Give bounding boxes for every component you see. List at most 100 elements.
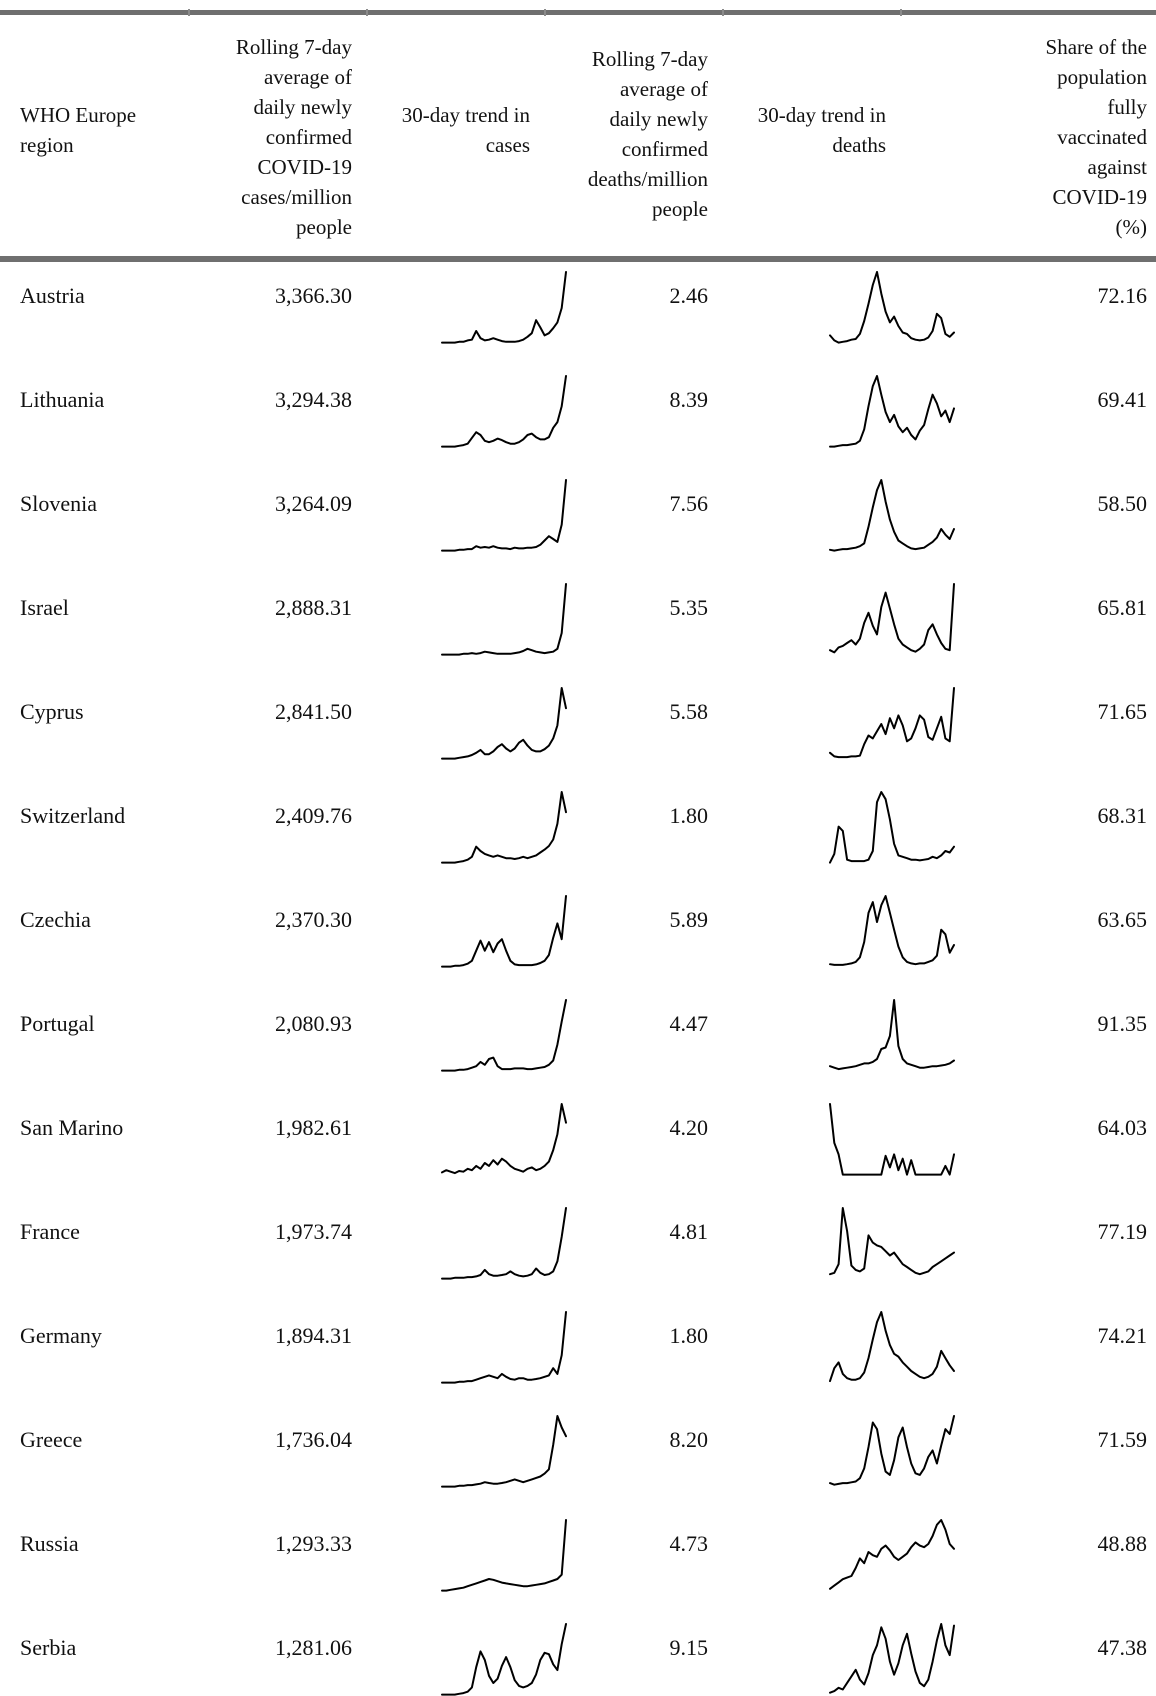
deaths-avg-cell: 7.56 xyxy=(546,489,708,519)
deaths-trend-sparkline-line xyxy=(830,1520,954,1589)
cases-avg-cell: 1,736.04 xyxy=(190,1425,352,1455)
cases-avg-cell: 1,973.74 xyxy=(190,1217,352,1247)
column-tick xyxy=(722,9,724,16)
cases-trend-sparkline-line xyxy=(442,480,566,551)
table-header-rule xyxy=(0,256,1156,262)
deaths-trend-sparkline-line xyxy=(830,792,954,863)
header-region: WHO Europe region xyxy=(20,100,180,160)
header-line: average of xyxy=(546,74,708,104)
header-line: deaths/million xyxy=(546,164,708,194)
deaths-trend-sparkline-line xyxy=(830,480,954,551)
table-top-rule xyxy=(0,10,1156,15)
header-line: population xyxy=(900,62,1147,92)
deaths-trend-sparkline xyxy=(830,1416,954,1488)
cases-avg-cell: 3,264.09 xyxy=(190,489,352,519)
deaths-avg-cell: 8.20 xyxy=(546,1425,708,1455)
deaths-trend-sparkline-line xyxy=(830,1624,954,1693)
header-line: COVID-19 xyxy=(190,152,352,182)
column-tick xyxy=(900,9,902,16)
cases-trend-sparkline xyxy=(442,480,566,552)
header-line: Share of the xyxy=(900,32,1147,62)
cases-trend-sparkline xyxy=(442,792,566,864)
region-cell: Israel xyxy=(20,593,180,623)
region-cell: Slovenia xyxy=(20,489,180,519)
cases-trend-sparkline xyxy=(442,896,566,968)
cases-trend-sparkline-line xyxy=(442,584,566,655)
cases-avg-cell: 1,894.31 xyxy=(190,1321,352,1351)
cases-trend-sparkline xyxy=(442,376,566,448)
cases-trend-sparkline xyxy=(442,688,566,760)
deaths-trend-sparkline xyxy=(830,688,954,760)
cases-avg-cell: 1,293.33 xyxy=(190,1529,352,1559)
header-deaths-avg: Rolling 7-day average of daily newly con… xyxy=(546,44,708,224)
header-line: vaccinated xyxy=(900,122,1147,152)
header-line: region xyxy=(20,130,180,160)
header-cases-avg: Rolling 7-day average of daily newly con… xyxy=(190,32,352,242)
region-cell: San Marino xyxy=(20,1113,180,1143)
cases-trend-sparkline-line xyxy=(442,1208,566,1279)
deaths-trend-sparkline xyxy=(830,1000,954,1072)
column-tick xyxy=(544,9,546,16)
cases-avg-cell: 1,281.06 xyxy=(190,1633,352,1663)
cases-trend-sparkline xyxy=(442,1208,566,1280)
cases-trend-sparkline-line xyxy=(442,1104,566,1173)
deaths-trend-sparkline-line xyxy=(830,272,954,343)
header-line: WHO Europe xyxy=(20,100,180,130)
header-line: (%) xyxy=(900,212,1147,242)
cases-trend-sparkline xyxy=(442,1000,566,1072)
cases-trend-sparkline xyxy=(442,1104,566,1176)
header-line: against xyxy=(900,152,1147,182)
header-vaccinated: Share of the population fully vaccinated… xyxy=(900,32,1147,242)
deaths-trend-sparkline-line xyxy=(830,1000,954,1069)
deaths-trend-sparkline xyxy=(830,1312,954,1384)
deaths-avg-cell: 8.39 xyxy=(546,385,708,415)
deaths-trend-sparkline xyxy=(830,792,954,864)
cases-avg-cell: 2,888.31 xyxy=(190,593,352,623)
cases-avg-cell: 2,841.50 xyxy=(190,697,352,727)
cases-trend-sparkline-line xyxy=(442,896,566,967)
deaths-avg-cell: 5.35 xyxy=(546,593,708,623)
cases-trend-sparkline-line xyxy=(442,1416,566,1487)
header-line: average of xyxy=(190,62,352,92)
cases-trend-sparkline xyxy=(442,1416,566,1488)
deaths-trend-sparkline xyxy=(830,1104,954,1176)
deaths-trend-sparkline xyxy=(830,480,954,552)
region-cell: Russia xyxy=(20,1529,180,1559)
region-cell: Serbia xyxy=(20,1633,180,1663)
deaths-avg-cell: 9.15 xyxy=(546,1633,708,1663)
deaths-avg-cell: 1.80 xyxy=(546,1321,708,1351)
header-line: cases/million xyxy=(190,182,352,212)
header-line: deaths xyxy=(724,130,886,160)
header-line: Rolling 7-day xyxy=(190,32,352,62)
region-cell: Cyprus xyxy=(20,697,180,727)
deaths-trend-sparkline xyxy=(830,896,954,968)
cases-trend-sparkline xyxy=(442,1624,566,1696)
cases-trend-sparkline xyxy=(442,584,566,656)
deaths-trend-sparkline-line xyxy=(830,1104,954,1175)
deaths-avg-cell: 4.73 xyxy=(546,1529,708,1559)
deaths-trend-sparkline xyxy=(830,1208,954,1280)
cases-trend-sparkline xyxy=(442,272,566,344)
deaths-trend-sparkline-line xyxy=(830,1416,954,1485)
deaths-trend-sparkline xyxy=(830,584,954,656)
region-cell: Portugal xyxy=(20,1009,180,1039)
deaths-trend-sparkline xyxy=(830,1624,954,1696)
cases-trend-sparkline-line xyxy=(442,272,566,343)
deaths-trend-sparkline-line xyxy=(830,584,954,652)
cases-trend-sparkline-line xyxy=(442,688,566,759)
deaths-trend-sparkline xyxy=(830,376,954,448)
region-cell: France xyxy=(20,1217,180,1247)
cases-trend-sparkline xyxy=(442,1520,566,1592)
cases-avg-cell: 2,080.93 xyxy=(190,1009,352,1039)
column-tick xyxy=(188,9,190,16)
header-cases-trend: 30-day trend in cases xyxy=(368,100,530,160)
deaths-trend-sparkline-line xyxy=(830,1312,954,1381)
header-line: 30-day trend in xyxy=(368,100,530,130)
column-tick xyxy=(366,9,368,16)
deaths-avg-cell: 2.46 xyxy=(546,281,708,311)
deaths-trend-sparkline-line xyxy=(830,1208,954,1274)
header-line: confirmed xyxy=(190,122,352,152)
cases-trend-sparkline-line xyxy=(442,792,566,863)
cases-avg-cell: 1,982.61 xyxy=(190,1113,352,1143)
